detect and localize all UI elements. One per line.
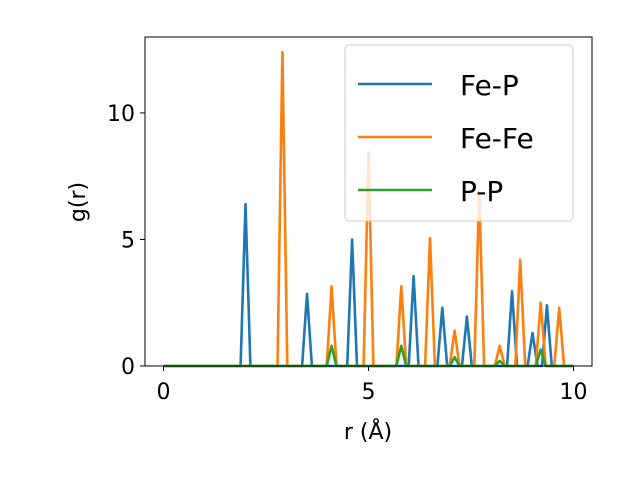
x-tick-label: 0 (156, 380, 170, 405)
y-axis-label: g(r) (66, 182, 91, 222)
ticks-layer: 0 5 10 0 5 10 (107, 102, 588, 405)
x-axis-label: r (Å) (344, 418, 392, 445)
y-tick-label: 10 (107, 102, 135, 127)
legend-label: Fe-P (460, 69, 519, 102)
legend-label: P-P (460, 175, 503, 208)
x-tick-label: 10 (560, 380, 588, 405)
legend-box (344, 44, 574, 222)
series-line-fe-fe (163, 50, 574, 368)
x-tick-label: 5 (362, 380, 376, 405)
series-layer (163, 50, 574, 368)
y-tick-label: 5 (121, 228, 135, 253)
series-line-fe-p (163, 202, 574, 368)
legend: Fe-P Fe-Fe P-P (344, 44, 574, 222)
y-tick-label: 0 (121, 355, 135, 380)
series-line-p-p (163, 344, 574, 368)
legend-label: Fe-Fe (460, 122, 534, 155)
